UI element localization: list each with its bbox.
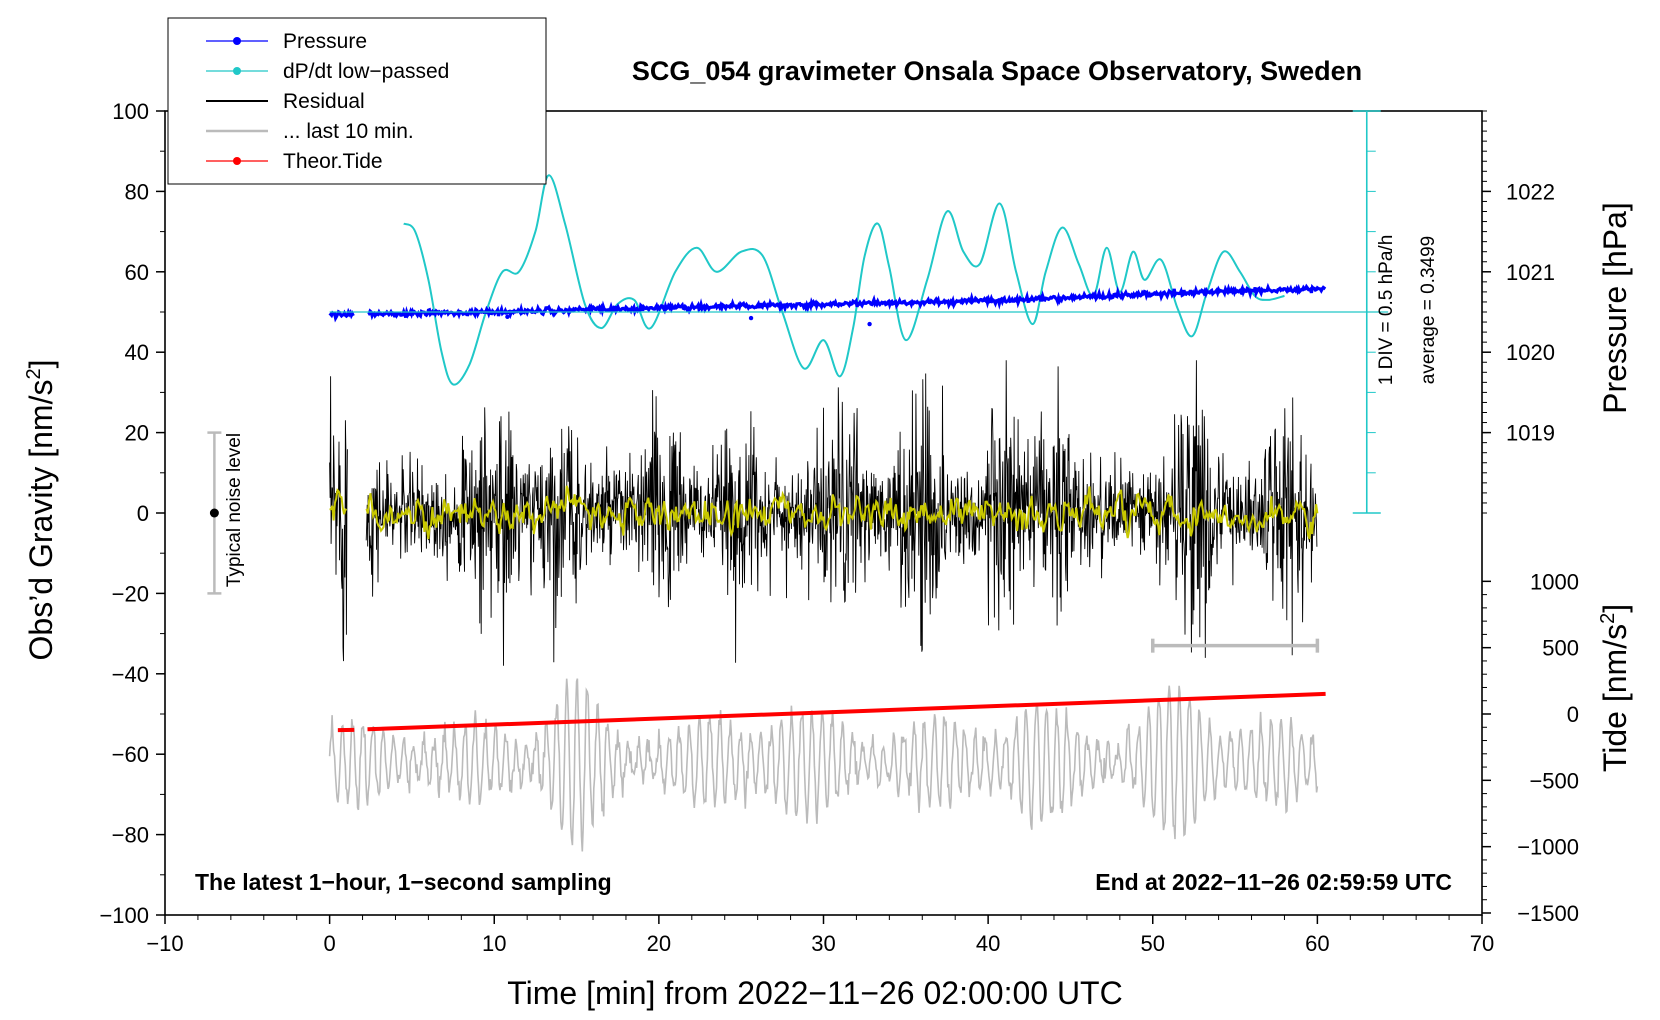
- pressure-tick-label: 1021: [1506, 260, 1555, 285]
- svg-text:Theor.Tide: Theor.Tide: [283, 150, 383, 173]
- y-tick-label: −80: [112, 823, 149, 848]
- residual-smoothed-series: [329, 485, 1319, 540]
- chart-title: SCG_054 gravimeter Onsala Space Observat…: [632, 56, 1362, 86]
- annotation-sampling: The latest 1−hour, 1−second sampling: [195, 869, 612, 895]
- y-tick-label: −60: [112, 742, 149, 767]
- axes: −10 0 10 20 30 40 50 60 70−100−80−60−40−20020406…: [99, 99, 1579, 956]
- tide-tick-label: 0: [1567, 702, 1579, 727]
- pressure-tick-label: 1019: [1506, 421, 1555, 446]
- tide-tick-label: −1000: [1517, 835, 1579, 860]
- noise-bar-center: [209, 508, 219, 518]
- annotation-end-time: End at 2022−11−26 02:59:59 UTC: [1095, 869, 1452, 895]
- x-tick-label: 30: [811, 931, 835, 956]
- x-tick-label: 50: [1141, 931, 1165, 956]
- pressure-tick-label: 1020: [1506, 340, 1555, 365]
- dpdt-series: [403, 174, 1285, 386]
- residual-smoothed-line: [329, 485, 1319, 540]
- noise-level-label: Typical noise level: [224, 433, 245, 587]
- x-tick-label: 60: [1305, 931, 1329, 956]
- x-tick-label: 0: [324, 931, 336, 956]
- x-tick-label: 10: [482, 931, 506, 956]
- svg-text:dP/dt low−passed: dP/dt low−passed: [283, 60, 449, 83]
- tide-tick-label: −500: [1529, 768, 1579, 793]
- dpdt-line: [403, 174, 1285, 386]
- last-10-min-line: [328, 678, 1319, 852]
- last-10-min-series: [328, 678, 1319, 852]
- legend-item-tide: Theor.Tide: [206, 150, 383, 173]
- y-axis-label-gravity-close: ]: [23, 360, 59, 369]
- tide-tick-label: 500: [1542, 636, 1579, 661]
- y-tick-label: 80: [125, 179, 149, 204]
- svg-text:Residual: Residual: [283, 90, 365, 113]
- y-tick-label: −20: [112, 581, 149, 606]
- pressure-outlier: [748, 315, 754, 321]
- y-tick-label: 40: [125, 340, 149, 365]
- dpdt-scale-label: 1 DIV = 0.5 hPa/h: [1376, 235, 1397, 386]
- residual-series: [329, 360, 1318, 666]
- svg-text:Pressure: Pressure: [283, 30, 367, 53]
- y-tick-label: 60: [125, 260, 149, 285]
- y-axis-label-gravity-sup: 2: [23, 368, 45, 379]
- x-tick-label: 70: [1470, 931, 1494, 956]
- legend-item-residual: Residual: [206, 90, 365, 113]
- residual-line: [329, 360, 1318, 666]
- x-axis-label: Time [min] from 2022−11−26 02:00:00 UTC: [507, 975, 1122, 1011]
- y-tick-label: 20: [125, 421, 149, 446]
- y-axis-label-gravity: Obs’d Gravity [nm/s2]: [23, 360, 59, 661]
- y-tick-label: 0: [137, 501, 149, 526]
- pressure-outlier: [505, 314, 510, 320]
- y-axis-label-tide-sup: 2: [1597, 613, 1619, 624]
- tide-series: [337, 691, 1326, 733]
- pressure-outlier: [1239, 290, 1244, 295]
- dpdt-average-label: average = 0.3499: [1418, 236, 1439, 384]
- tide-tick-label: 1000: [1530, 569, 1579, 594]
- x-tick-label: −10: [146, 931, 183, 956]
- legend-item-last10: ... last 10 min.: [206, 120, 414, 143]
- pressure-outlier: [1203, 291, 1208, 297]
- y-tick-label: 100: [112, 99, 149, 124]
- legend: Pressure dP/dt low−passed Residual ... l…: [167, 17, 547, 185]
- x-tick-label: 20: [647, 931, 671, 956]
- y-axis-label-tide: Tide [nm/s2]: [1597, 604, 1633, 772]
- tide-tick-label: −1500: [1517, 901, 1579, 926]
- y-tick-label: −40: [112, 662, 149, 687]
- pressure-tick-label: 1022: [1506, 179, 1555, 204]
- tide-line: [367, 691, 1326, 732]
- svg-text:... last 10 min.: ... last 10 min.: [283, 120, 414, 143]
- x-tick-label: 40: [976, 931, 1000, 956]
- legend-item-pressure: Pressure: [206, 30, 367, 53]
- legend-item-dpdt: dP/dt low−passed: [206, 60, 449, 83]
- y-axis-label-pressure: Pressure [hPa]: [1597, 202, 1633, 414]
- y-tick-label: −100: [99, 903, 149, 928]
- pressure-outlier: [867, 321, 872, 327]
- y-axis-label-tide-close: ]: [1597, 604, 1633, 613]
